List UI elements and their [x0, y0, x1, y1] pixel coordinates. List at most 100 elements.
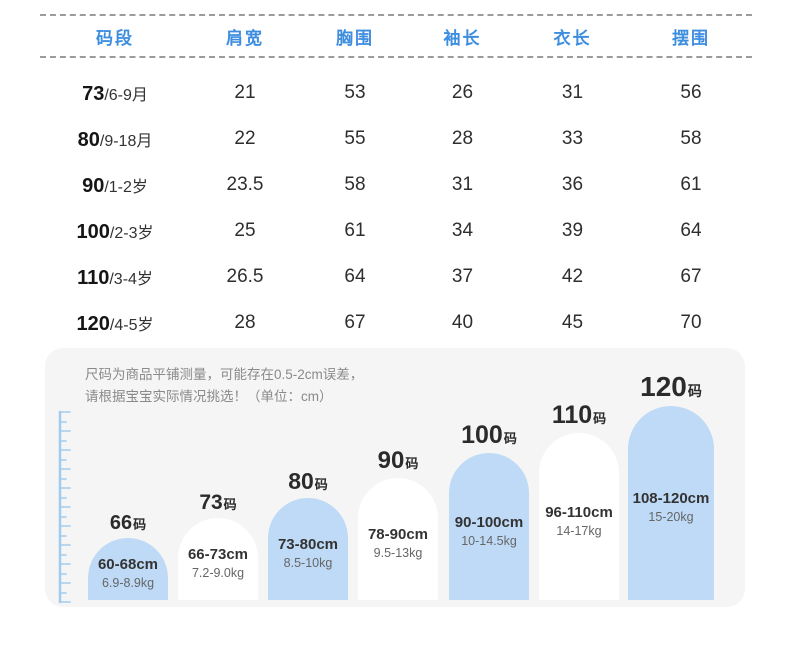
weight-range: 6.9-8.9kg [101, 576, 155, 590]
cell-shoulder: 25 [234, 220, 256, 241]
table-row: 90/1-2岁 23.5 58 31 36 61 [40, 162, 752, 208]
weight-range: 15-20kg [648, 510, 694, 524]
table-row: 73/6-9月 21 53 26 31 56 [40, 70, 752, 116]
size-age: /1-2岁 [104, 178, 148, 196]
size-guide-item-120: 120码 108-120cm 15-20kg [628, 373, 714, 600]
col-header-size: 码段 [96, 28, 134, 48]
cell-size: 80/9-18月 [40, 127, 190, 152]
note-line1: 尺码为商品平铺测量，可能存在0.5-2cm误差， [85, 367, 364, 382]
guide-size-number: 110 [551, 401, 593, 429]
cell-size: 110/3-4岁 [40, 265, 190, 290]
size-age: /9-18月 [99, 132, 153, 150]
table-row: 80/9-18月 22 55 28 33 58 [40, 116, 752, 162]
weight-range: 8.5-10kg [283, 556, 333, 570]
size-guide-arch: 73-80cm 8.5-10kg [268, 498, 348, 600]
table-row: 110/3-4岁 26.5 64 37 42 67 [40, 254, 752, 300]
guide-size-unit: 码 [314, 477, 328, 492]
col-header-chest: 胸围 [336, 28, 374, 48]
size-guide-label: 110码 [552, 403, 606, 428]
size-guide-item-80: 80码 73-80cm 8.5-10kg [268, 470, 348, 600]
size-guide-item-66: 66码 60-68cm 6.9-8.9kg [88, 513, 168, 600]
size-guide-label: 73码 [199, 492, 236, 513]
guide-size-number: 120 [640, 371, 687, 402]
size-guide-item-73: 73码 66-73cm 7.2-9.0kg [178, 492, 258, 600]
cell-shoulder: 21 [234, 82, 256, 103]
cell-sleeve: 37 [451, 266, 474, 287]
cell-length: 33 [561, 128, 584, 149]
cell-length: 31 [561, 82, 584, 103]
guide-size-unit: 码 [687, 383, 702, 399]
cell-chest: 67 [344, 312, 366, 333]
cell-chest: 55 [344, 128, 366, 149]
size-age: /4-5岁 [109, 316, 154, 334]
cell-hem: 61 [680, 174, 702, 195]
guide-size-unit: 码 [503, 431, 517, 446]
cell-size: 120/4-5岁 [40, 311, 190, 336]
guide-size-number: 80 [288, 468, 314, 494]
col-header-length: 衣长 [553, 28, 592, 48]
size-age: /6-9月 [104, 86, 148, 104]
size-table: 码段 肩宽 胸围 袖长 衣长 摆围 73/6-9月 21 53 26 31 56… [40, 14, 752, 346]
size-code: 120 [76, 312, 110, 335]
guide-size-unit: 码 [593, 411, 607, 426]
cell-size: 100/2-3岁 [40, 219, 190, 244]
guide-size-number: 66 [109, 512, 133, 534]
height-range: 90-100cm [454, 513, 524, 531]
table-row: 100/2-3岁 25 61 34 39 64 [40, 208, 752, 254]
cell-length: 36 [561, 174, 584, 195]
cell-size: 73/6-9月 [40, 81, 190, 106]
cell-hem: 58 [680, 128, 702, 149]
guide-size-number: 100 [461, 421, 503, 449]
col-header-sleeve: 袖长 [443, 28, 482, 48]
size-guide-arch: 96-110cm 14-17kg [539, 433, 619, 600]
height-range: 78-90cm [367, 526, 429, 543]
size-code: 80 [77, 128, 100, 151]
size-guide-label: 120码 [640, 373, 702, 401]
size-guide-arch: 90-100cm 10-14.5kg [449, 453, 529, 600]
cell-shoulder: 28 [234, 312, 256, 333]
table-header-row: 码段 肩宽 胸围 袖长 衣长 摆围 [40, 14, 752, 58]
guide-size-unit: 码 [133, 517, 147, 532]
height-range: 60-68cm [97, 556, 159, 573]
cell-chest: 58 [344, 174, 366, 195]
height-range: 96-110cm [545, 503, 613, 521]
weight-range: 10-14.5kg [461, 533, 517, 548]
size-guide-arch: 78-90cm 9.5-13kg [358, 478, 438, 600]
cell-hem: 67 [680, 266, 702, 287]
guide-size-number: 73 [199, 491, 223, 514]
cell-length: 45 [561, 312, 584, 333]
measure-note: 尺码为商品平铺测量，可能存在0.5-2cm误差， 请根据宝宝实际情况挑选！（单位… [85, 364, 363, 408]
cell-hem: 64 [680, 220, 702, 241]
cell-shoulder: 22 [234, 128, 256, 149]
table-body: 73/6-9月 21 53 26 31 56 80/9-18月 22 55 28… [40, 70, 752, 346]
size-guide-item-100: 100码 90-100cm 10-14.5kg [449, 423, 529, 600]
cell-length: 39 [561, 220, 584, 241]
cell-sleeve: 28 [451, 128, 474, 149]
cell-chest: 53 [344, 82, 366, 103]
cell-hem: 56 [680, 82, 702, 103]
cell-chest: 64 [344, 266, 366, 287]
cell-hem: 70 [680, 312, 702, 333]
weight-range: 14-17kg [556, 523, 602, 538]
size-code: 110 [77, 266, 110, 289]
size-code: 90 [82, 174, 105, 197]
cell-sleeve: 40 [451, 312, 474, 333]
col-header-hem: 摆围 [672, 28, 710, 48]
size-code: 73 [82, 82, 105, 105]
size-age: /2-3岁 [109, 224, 154, 242]
cell-shoulder: 23.5 [226, 174, 264, 195]
size-code: 100 [76, 220, 110, 243]
height-range: 66-73cm [187, 546, 249, 563]
guide-size-unit: 码 [223, 497, 237, 512]
size-guide-label: 90码 [378, 449, 419, 473]
size-guide-arch: 108-120cm 15-20kg [628, 406, 714, 600]
guide-size-number: 90 [377, 447, 405, 474]
size-guide-label: 100码 [461, 423, 517, 448]
table-row: 120/4-5岁 28 67 40 45 70 [40, 300, 752, 346]
col-header-shoulder: 肩宽 [226, 28, 264, 48]
cell-sleeve: 26 [451, 82, 474, 103]
size-guide-label: 80码 [288, 470, 328, 493]
cell-chest: 61 [344, 220, 366, 241]
height-range: 73-80cm [277, 536, 339, 553]
cell-size: 90/1-2岁 [40, 173, 190, 198]
